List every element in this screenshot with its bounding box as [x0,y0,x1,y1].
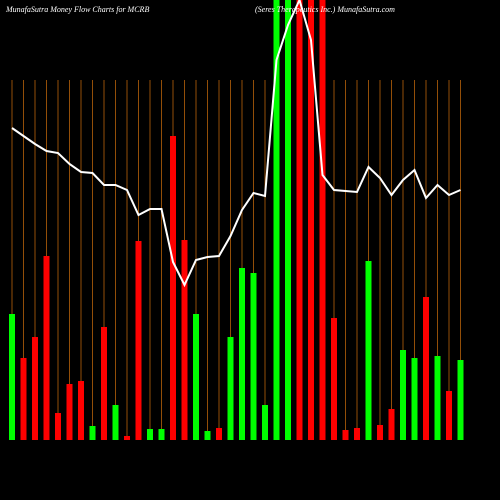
bar [434,356,441,440]
bar [388,409,395,440]
plot [9,0,464,440]
bar [181,240,188,440]
bar [43,256,50,440]
bar [193,314,199,440]
bar [273,0,280,440]
bar [9,314,15,440]
bar [55,413,61,440]
money-flow-line [11,0,461,288]
bar [101,327,107,440]
bar [296,0,303,440]
bar [457,360,464,440]
bar [135,241,142,440]
bar [285,0,291,440]
bar [66,384,73,440]
bar [319,0,326,440]
bar [331,318,337,440]
bar [411,358,418,440]
bar [262,405,268,440]
bar [78,381,84,440]
bar [342,430,349,440]
bar [147,429,153,440]
bar [112,405,119,440]
bar [423,297,429,440]
bar [204,431,211,440]
bar [400,350,406,440]
chart-title: MunafaSutra Money Flow Charts for MCRB [5,5,149,14]
bar [365,261,372,440]
bar [239,268,245,440]
bar [250,273,257,440]
bar [170,136,176,440]
bar [377,425,383,440]
bar [89,426,96,440]
bar [158,429,165,440]
bar [308,0,314,440]
bar [354,428,360,440]
bar [446,391,452,440]
chart-subtitle: (Seres Therapeutics Inc.) MunafaSutra.co… [255,5,395,14]
bar [32,337,38,440]
bar [227,337,234,440]
bar [124,436,130,440]
bar [20,358,27,440]
bar [216,428,222,440]
